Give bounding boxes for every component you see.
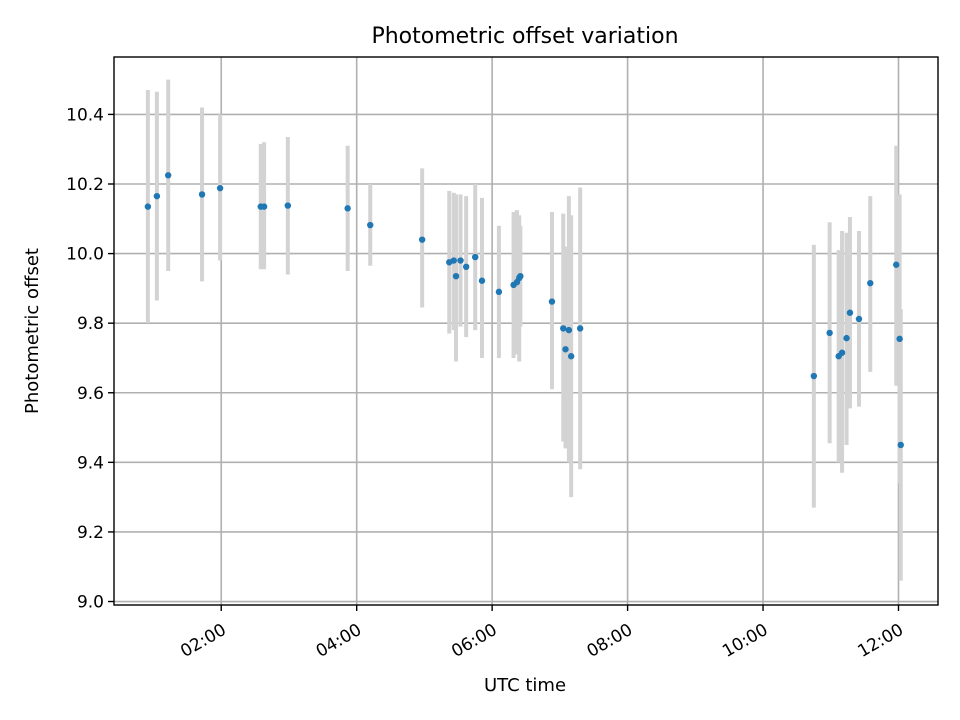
data-point xyxy=(153,192,161,200)
data-point xyxy=(144,203,152,210)
x-ticks: 02:00 04:00 06:00 08:00 10:00 12:00 xyxy=(177,605,907,662)
data-point xyxy=(896,335,903,343)
data-point xyxy=(450,257,457,264)
data-point xyxy=(565,326,573,334)
data-point xyxy=(517,273,524,280)
data-point xyxy=(567,353,575,360)
data-point xyxy=(897,441,904,449)
y-tick-label: 9.8 xyxy=(77,314,104,334)
chart-title: Photometric offset variation xyxy=(371,24,678,49)
data-point xyxy=(562,346,569,353)
data-point xyxy=(495,288,503,296)
y-tick-label: 9.2 xyxy=(77,523,104,543)
data-point xyxy=(548,298,556,305)
y-tick-label: 10.0 xyxy=(66,245,104,265)
x-tick-label: 02:00 xyxy=(177,620,229,662)
data-point xyxy=(855,315,863,323)
plot-frame xyxy=(113,56,939,606)
x-tick-label: 12:00 xyxy=(855,620,907,662)
data-point xyxy=(452,273,460,280)
y-tick-label: 9.4 xyxy=(77,453,104,473)
y-axis-label: Photometric offset xyxy=(22,248,43,414)
data-point xyxy=(418,236,426,243)
y-tick-label: 10.2 xyxy=(66,175,104,195)
error-bars xyxy=(145,79,903,581)
data-point xyxy=(478,277,486,284)
data-point xyxy=(284,202,292,209)
y-tick-label: 10.4 xyxy=(66,105,104,125)
y-tick-label: 9.0 xyxy=(77,593,104,613)
data-point xyxy=(462,263,470,271)
data-point xyxy=(216,184,224,192)
data-point xyxy=(810,372,818,380)
data-point xyxy=(893,261,900,268)
data-point xyxy=(576,325,584,332)
data-point xyxy=(472,253,479,261)
data-point xyxy=(198,191,206,198)
x-axis-label: UTC time xyxy=(484,675,566,696)
data-point xyxy=(846,309,854,316)
data-point xyxy=(867,279,874,287)
x-tick-label: 08:00 xyxy=(584,620,636,662)
data-point xyxy=(826,329,833,337)
data-point xyxy=(164,172,172,179)
y-tick-label: 9.6 xyxy=(77,384,104,404)
data-point xyxy=(367,221,374,229)
x-tick-label: 06:00 xyxy=(448,620,500,662)
x-tick-label: 10:00 xyxy=(719,620,771,662)
data-point xyxy=(838,349,846,356)
data-point xyxy=(560,325,567,332)
data-point xyxy=(457,257,464,264)
y-ticks: 9.0 9.2 9.4 9.6 9.8 10.0 10.2 10.4 xyxy=(66,105,114,613)
data-points xyxy=(144,172,904,449)
data-point xyxy=(344,205,351,212)
data-point xyxy=(843,334,850,342)
x-tick-label: 04:00 xyxy=(313,620,365,662)
data-point xyxy=(260,203,268,210)
